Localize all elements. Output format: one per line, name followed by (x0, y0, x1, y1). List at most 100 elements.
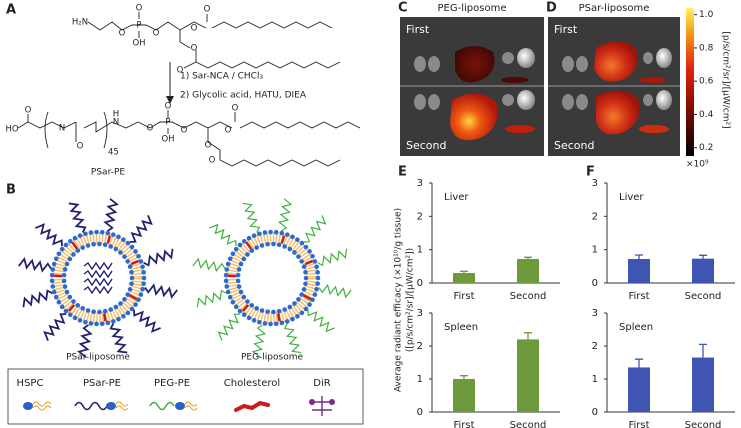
error-bar (460, 270, 468, 273)
atom: OH (132, 39, 145, 49)
row-label: First (554, 23, 578, 36)
lipid-head (63, 242, 69, 248)
lipid-head (71, 252, 76, 257)
lipid-head (61, 278, 67, 284)
lipid-head (303, 244, 309, 250)
lipid-head (59, 246, 65, 252)
organ-kidney (414, 94, 426, 110)
lipid-head (121, 314, 126, 319)
polymer-chain (303, 215, 327, 243)
chart-title: Spleen (619, 322, 653, 333)
organ-lung (656, 48, 672, 68)
error-bar (524, 332, 532, 340)
cholesterol (106, 235, 112, 244)
image-title: PSar-liposome (579, 3, 650, 14)
y-axis-label: ([p/s/cm²/sr]/[μW/cm²]) (406, 248, 416, 352)
polymer-chain (83, 269, 113, 279)
psar-pe-icon (106, 402, 116, 410)
lipid-head (127, 287, 133, 292)
lipid-head (246, 315, 252, 321)
lipid-head (238, 261, 244, 267)
lipid-head (271, 309, 276, 315)
organ-spleen (505, 125, 535, 133)
polymer-chain (129, 215, 153, 243)
lipid-head (227, 294, 233, 300)
lipid-head (49, 278, 55, 284)
lipid-head (83, 319, 88, 325)
organ-lung (517, 48, 535, 68)
lipid-head (138, 259, 144, 264)
lipid-head (97, 241, 102, 247)
bar (692, 258, 714, 283)
error-bar (635, 358, 643, 368)
legend-box (7, 368, 364, 425)
organ-spleen (639, 77, 667, 83)
lipid-head (116, 234, 121, 240)
compound-name: PSar-PE (91, 168, 125, 178)
atom: N (113, 118, 119, 128)
lipid-head (63, 308, 69, 314)
error-bar (699, 254, 707, 259)
repeat-count: 45 (108, 148, 119, 158)
liposome-label: PEG-liposome (241, 353, 304, 363)
lipid-head (138, 292, 144, 297)
row-label: Second (406, 139, 446, 152)
polymer-chain (143, 248, 174, 267)
lipid-head (223, 278, 229, 284)
lipid-head (110, 319, 116, 324)
y-tick-label: 2 (417, 341, 423, 352)
lipid-head (121, 237, 126, 242)
y-axis-label: Average radiant efficacy (×10¹⁰/g tissue… (394, 208, 404, 392)
lipid-head (235, 272, 241, 278)
lipid-head (312, 292, 318, 297)
y-tick-label: 1 (417, 245, 423, 256)
cholesterol (280, 235, 286, 244)
cholesterol (241, 304, 250, 312)
lipid-head (245, 252, 250, 257)
lipid-head (224, 267, 230, 272)
lipid-head (295, 237, 300, 242)
lipid-head (227, 256, 233, 262)
lipid-head (77, 233, 83, 238)
lipid-head (225, 289, 231, 295)
lipid-head (118, 301, 123, 306)
colorbar-tick-label: 0.6 (699, 77, 714, 87)
bar (628, 367, 650, 412)
atom: HO (5, 125, 18, 135)
bond (83, 121, 233, 133)
lipid-head (314, 286, 319, 292)
lipid-head (125, 310, 131, 316)
panel-label: E (398, 165, 407, 180)
imaging-panel: First Second First Second (400, 17, 680, 156)
lipid-head (64, 261, 70, 267)
atom: N (59, 124, 65, 134)
polymer-chain (317, 248, 348, 267)
colorbar-tick-label: 0.8 (699, 43, 714, 53)
organ-lung (517, 90, 535, 110)
lipid-head (94, 229, 99, 235)
lipid-head (251, 318, 257, 323)
lipid-head (279, 230, 285, 236)
polymer-chain (318, 283, 352, 299)
lipid-head (315, 281, 320, 286)
lipid-head (273, 229, 279, 235)
lipid-head (85, 308, 91, 313)
lipid-head (299, 259, 304, 264)
chart-title: Spleen (444, 322, 478, 333)
lipid-head (276, 242, 282, 248)
legend-label: PEG-PE (154, 378, 190, 389)
atom: O (204, 5, 211, 15)
product-structure: HO O N O H N O P O OH O O O O O 45 PSar-… (5, 102, 361, 178)
lipid-head (312, 259, 318, 264)
lipid-head (249, 303, 255, 308)
lipid-head (290, 316, 295, 322)
lipid-head (249, 248, 255, 253)
y-tick-label: 0 (592, 278, 598, 289)
lipid-head (307, 249, 312, 254)
liposome-illustrations (18, 198, 352, 358)
lipid-head (254, 245, 259, 250)
cholesterol (276, 313, 281, 322)
colorbar (686, 8, 694, 156)
atom: O (119, 29, 126, 39)
legend-label: Cholesterol (224, 378, 280, 389)
